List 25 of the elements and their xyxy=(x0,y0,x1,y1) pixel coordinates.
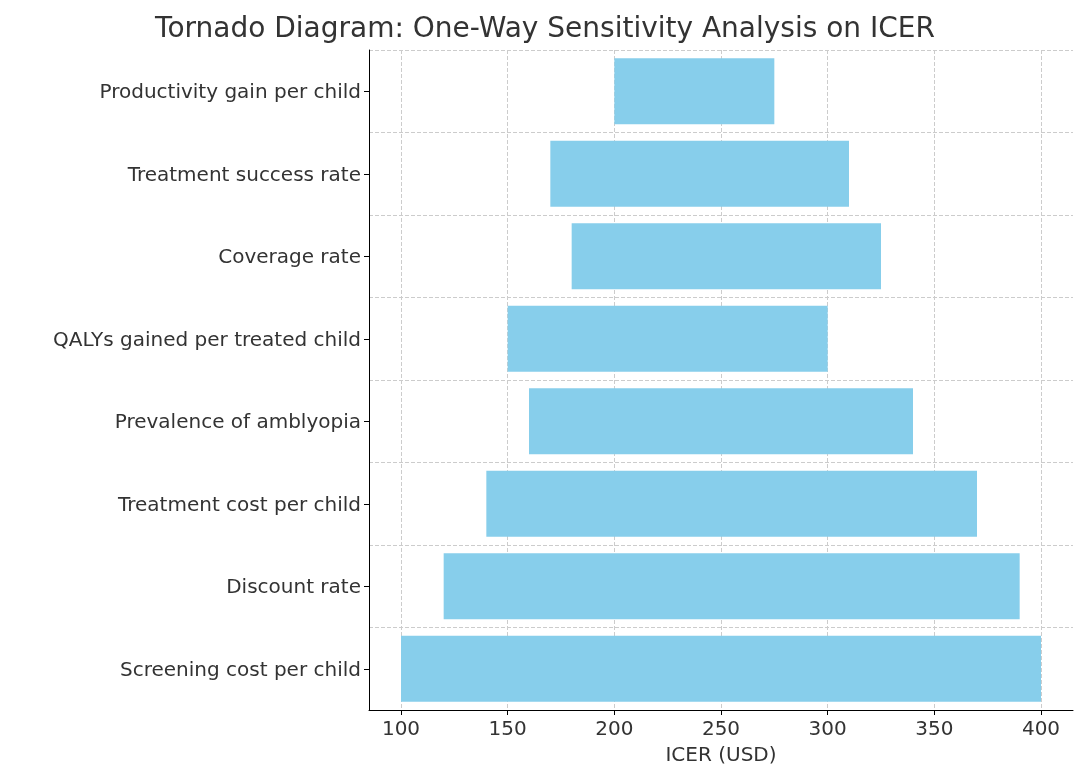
y-tick-label: Treatment success rate xyxy=(126,161,361,186)
bar xyxy=(443,553,1020,620)
y-tick-label: Discount rate xyxy=(226,574,361,599)
bar xyxy=(529,388,913,455)
y-tick-label: QALYs gained per treated child xyxy=(53,326,361,351)
x-tick-label: 150 xyxy=(488,716,527,740)
bar xyxy=(507,305,828,372)
bar xyxy=(614,58,775,125)
x-tick-label: 350 xyxy=(915,716,954,740)
chart-title: Tornado Diagram: One-Way Sensitivity Analysis on ICER xyxy=(154,10,935,44)
bar xyxy=(401,635,1041,702)
x-tick-label: 250 xyxy=(701,716,741,740)
x-tick-label: 200 xyxy=(595,716,634,740)
x-tick-label: 100 xyxy=(381,716,421,740)
y-tick-label: Screening cost per child xyxy=(120,656,361,681)
bar xyxy=(486,470,977,537)
x-tick-label: 400 xyxy=(1021,716,1061,740)
x-tick-label: 300 xyxy=(808,716,847,740)
y-tick-label: Treatment cost per child xyxy=(116,491,361,516)
bar xyxy=(550,140,849,207)
bar xyxy=(571,223,881,290)
y-tick-label: Productivity gain per child xyxy=(99,79,361,104)
y-tick-label: Prevalence of amblyopia xyxy=(114,409,361,434)
y-tick-label: Coverage rate xyxy=(218,244,361,269)
x-axis-title: ICER (USD) xyxy=(665,742,777,766)
